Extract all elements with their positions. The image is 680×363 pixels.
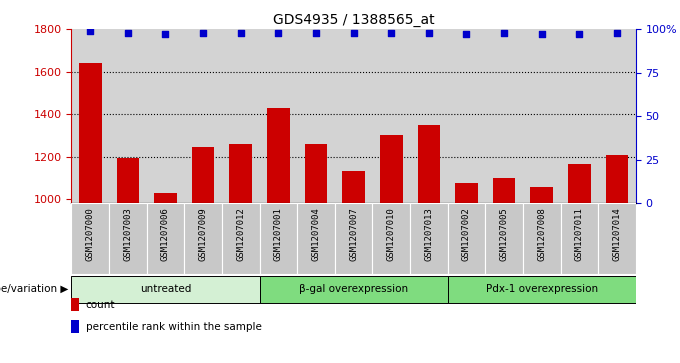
Text: Pdx-1 overexpression: Pdx-1 overexpression: [486, 285, 598, 294]
Bar: [154, 193, 177, 203]
Text: GSM1207006: GSM1207006: [161, 207, 170, 261]
Bar: [493, 178, 515, 203]
Point: [85, 28, 96, 34]
Text: GSM1207012: GSM1207012: [236, 207, 245, 261]
Point: [537, 31, 547, 37]
Title: GDS4935 / 1388565_at: GDS4935 / 1388565_at: [273, 13, 435, 26]
Text: percentile rank within the sample: percentile rank within the sample: [86, 322, 262, 332]
Point: [122, 30, 133, 36]
Point: [574, 31, 585, 37]
Point: [311, 30, 322, 36]
Bar: [598, 203, 636, 274]
Point: [461, 31, 472, 37]
Bar: [184, 203, 222, 274]
Bar: [568, 164, 591, 203]
Bar: [116, 158, 139, 203]
Bar: [71, 298, 79, 311]
Text: count: count: [86, 300, 115, 310]
Text: GSM1207001: GSM1207001: [274, 207, 283, 261]
Bar: [447, 276, 636, 303]
Text: GSM1207009: GSM1207009: [199, 207, 207, 261]
Text: GSM1207008: GSM1207008: [537, 207, 546, 261]
Bar: [192, 147, 214, 203]
Bar: [260, 276, 447, 303]
Point: [198, 30, 209, 36]
Text: untreated: untreated: [140, 285, 191, 294]
Bar: [342, 171, 365, 203]
Bar: [560, 203, 598, 274]
Text: GSM1207011: GSM1207011: [575, 207, 584, 261]
Bar: [71, 320, 79, 333]
Point: [235, 30, 246, 36]
Point: [273, 30, 284, 36]
Text: GSM1207014: GSM1207014: [613, 207, 622, 261]
Bar: [455, 183, 478, 203]
Bar: [109, 203, 147, 274]
Text: β-gal overexpression: β-gal overexpression: [299, 285, 408, 294]
Text: GSM1207010: GSM1207010: [387, 207, 396, 261]
Bar: [447, 203, 486, 274]
Bar: [229, 144, 252, 203]
Point: [386, 30, 396, 36]
Bar: [335, 203, 373, 274]
Text: GSM1207004: GSM1207004: [311, 207, 320, 261]
Bar: [380, 135, 403, 203]
Point: [348, 30, 359, 36]
Bar: [71, 276, 260, 303]
Text: genotype/variation ▶: genotype/variation ▶: [0, 285, 68, 294]
Bar: [267, 108, 290, 203]
Text: GSM1207003: GSM1207003: [123, 207, 133, 261]
Text: GSM1207013: GSM1207013: [424, 207, 433, 261]
Bar: [79, 63, 101, 203]
Point: [160, 31, 171, 37]
Text: GSM1207007: GSM1207007: [349, 207, 358, 261]
Bar: [222, 203, 260, 274]
Bar: [373, 203, 410, 274]
Text: GSM1207000: GSM1207000: [86, 207, 95, 261]
Bar: [530, 187, 553, 203]
Point: [611, 30, 622, 36]
Point: [424, 30, 435, 36]
Bar: [486, 203, 523, 274]
Point: [498, 30, 509, 36]
Bar: [71, 203, 109, 274]
Bar: [523, 203, 560, 274]
Bar: [147, 203, 184, 274]
Bar: [606, 155, 628, 203]
Bar: [260, 203, 297, 274]
Bar: [297, 203, 335, 274]
Text: GSM1207005: GSM1207005: [500, 207, 509, 261]
Bar: [305, 144, 327, 203]
Bar: [418, 125, 440, 203]
Bar: [410, 203, 447, 274]
Text: GSM1207002: GSM1207002: [462, 207, 471, 261]
